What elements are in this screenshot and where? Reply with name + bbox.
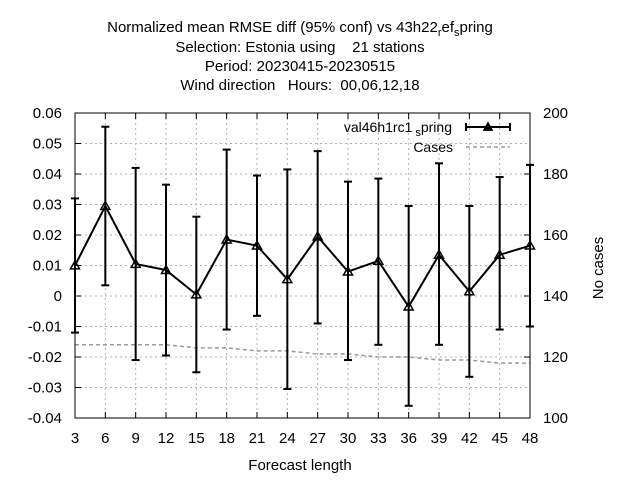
x-tick-label: 27 [309,430,326,447]
y2-tick-label: 160 [543,227,568,244]
x-tick-label: 6 [101,430,109,447]
y-tick-label: 0.04 [33,166,62,183]
rmse-line [74,203,531,309]
y-tick-label: 0.01 [33,258,62,275]
x-tick-label: 24 [279,430,296,447]
x-tick-label: 21 [249,430,266,447]
y-tick-label: 0.03 [33,197,62,214]
data-point-marker [99,200,112,211]
x-tick-label: 39 [431,430,448,447]
legend-label-rmse: val46h1rc1 spring [344,119,452,139]
y-tick-label: -0.04 [28,410,62,427]
y2-tick-label: 180 [543,166,568,183]
data-point-marker [311,230,324,241]
data-point-marker [463,285,476,296]
x-tick-label: 3 [71,430,79,447]
legend-swatch-rmse [465,121,511,131]
data-point-marker [372,254,385,266]
cases-line [75,344,530,364]
x-tick-label: 9 [131,430,139,447]
chart-title-line-4: Wind direction Hours: 00,06,12,18 [180,77,419,94]
chart-title-line-2: Selection: Estonia using 21 stations [175,39,424,56]
data-point-marker [160,264,172,275]
data-point-marker [129,257,142,269]
rmse-series [69,125,536,407]
x-tick-label: 42 [461,430,478,447]
x-tick-label: 45 [491,430,508,447]
data-point-marker [342,265,354,276]
y-tick-label: 0.02 [33,227,62,244]
data-point-marker [433,248,445,259]
y2-tick-label: 200 [543,105,568,122]
x-tick-label: 12 [158,430,175,447]
data-point-marker [220,233,233,244]
x-tick-label: 18 [218,430,235,447]
y-tick-label: -0.02 [28,349,62,366]
legend: val46h1rc1 spring Cases [344,119,511,155]
y2-tick-label: 140 [543,288,568,305]
x-tick-label: 30 [340,430,357,447]
y2-tick-label: 120 [543,349,568,366]
y-tick-label: -0.03 [28,380,62,397]
x-axis-label: Forecast length [248,457,351,474]
y-tick-label: 0 [54,288,62,305]
x-tick-label: 48 [522,430,539,447]
data-point-marker [281,273,294,284]
legend-marker-rmse [482,121,494,131]
data-point-marker [251,239,263,250]
grid-lines [75,113,530,418]
data-point-marker [402,300,415,311]
axis-ticks: 3 6 9 12 15 18 21 24 27 30 33 36 39 42 45 48-0.04-0.03-… [28,105,568,447]
x-tick-label: 36 [400,430,417,447]
legend-label-cases: Cases [413,139,453,155]
x-tick-label: 33 [370,430,387,447]
x-tick-label: 15 [188,430,205,447]
data-point-marker [493,248,506,259]
chart-title-line-1: Normalized mean RMSE diff (95% conf) vs … [107,19,493,39]
y2-tick-label: 100 [543,410,568,427]
y-tick-label: 0.05 [33,136,62,153]
y2-axis-label: No cases [590,237,607,300]
y-tick-label: 0.06 [33,105,62,122]
y-tick-label: -0.01 [28,319,62,336]
chart-title-line-3: Period: 20230415-20230515 [205,58,395,75]
cases-series [75,344,530,364]
data-point-marker [190,288,203,299]
